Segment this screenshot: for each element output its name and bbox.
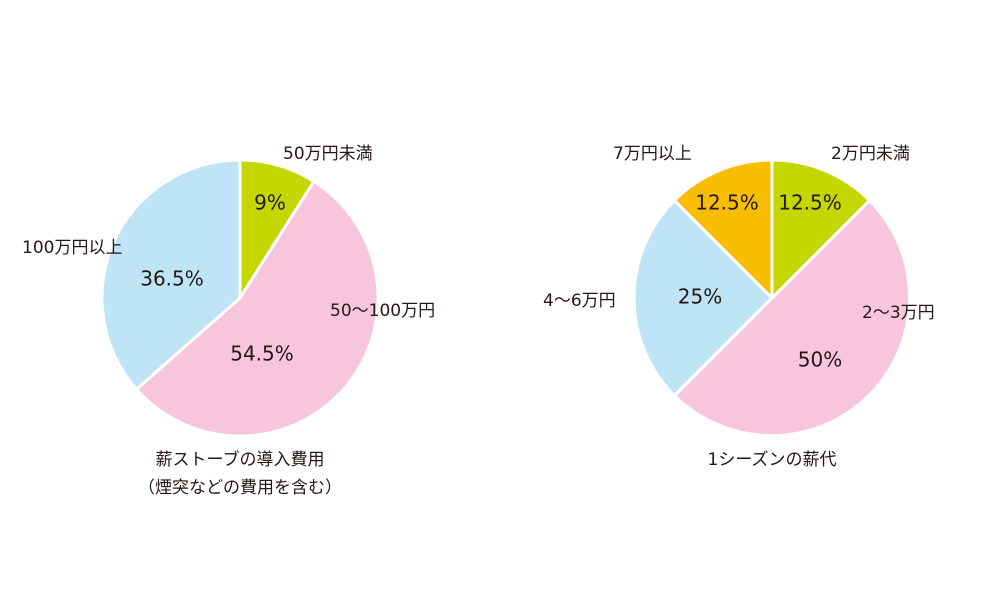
pie-chart-1: 9% 54.5% 36.5% 50万円未満 50〜100万円 100万円以上 xyxy=(22,144,435,438)
pie2-pct-label-2: 50% xyxy=(798,348,842,372)
pie1-category-label-3: 100万円以上 xyxy=(22,238,122,258)
chart1-title-line1: 薪ストーブの導入費用 xyxy=(155,450,325,470)
pie2-slice-2 xyxy=(672,198,912,438)
pie1-pct-label-3: 36.5% xyxy=(140,267,204,291)
pie2-category-label-2: 2〜3万円 xyxy=(862,303,935,323)
pie2-slice-1 xyxy=(770,158,872,300)
pie2-pct-label-1: 12.5% xyxy=(778,191,842,215)
pie2-slice-3 xyxy=(632,198,774,398)
pie2-category-label-1: 2万円未満 xyxy=(831,144,910,164)
pie1-category-label-1: 50万円未満 xyxy=(283,144,373,164)
chart2-title-line1: 1シーズンの薪代 xyxy=(707,450,837,470)
pie2-pct-label-4: 12.5% xyxy=(695,191,759,215)
pie1-slice-2 xyxy=(134,179,380,438)
pie1-pct-label-2: 54.5% xyxy=(230,342,294,366)
pie1-category-label-2: 50〜100万円 xyxy=(330,301,435,321)
chart2-caption: 1シーズンの薪代 xyxy=(632,446,912,474)
pie2-category-label-3: 4〜6万円 xyxy=(543,291,616,311)
pie-chart-2: 12.5% 50% 25% 12.5% 2万円未満 2〜3万円 4〜6万円 7万円以上 xyxy=(543,144,935,438)
pie2-category-label-4: 7万円以上 xyxy=(613,144,692,164)
pie1-pct-label-1: 9% xyxy=(254,191,286,215)
pie1-slice-3 xyxy=(100,158,242,391)
chart1-caption: 薪ストーブの導入費用 （煙突などの費用を含む） xyxy=(100,446,380,502)
pie2-pct-label-3: 25% xyxy=(678,285,722,309)
pie2-slice-4 xyxy=(672,158,774,300)
chart1-title-line2: （煙突などの費用を含む） xyxy=(138,478,342,498)
